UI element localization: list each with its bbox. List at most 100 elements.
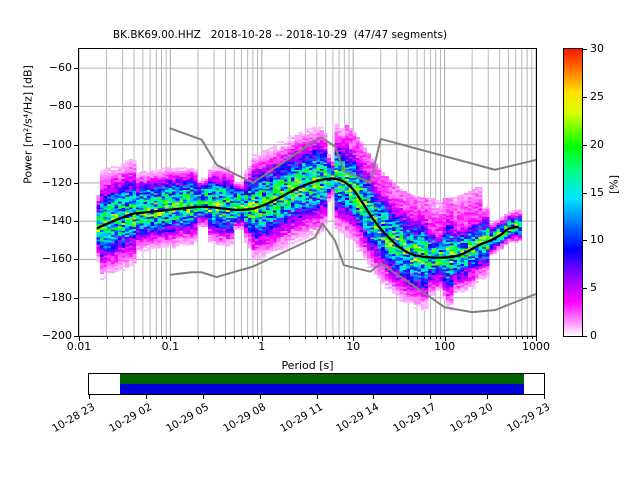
title-line-1: BK.BK69.00.HHZ 2018-10-28 -- 2018-10-29 …	[112, 29, 448, 41]
x-minor-tick-mark	[499, 337, 501, 339]
y-tick-label: −180	[41, 290, 72, 304]
y-tick-mark	[74, 106, 78, 108]
x-minor-tick-mark	[142, 337, 144, 339]
x-tick-label: 1000	[522, 340, 550, 353]
x-minor-tick-mark	[521, 337, 523, 339]
colorbar-tick-mark	[583, 144, 587, 146]
timeline-tick-mark	[430, 395, 432, 399]
x-minor-tick-mark	[150, 337, 152, 339]
y-tick-label: −160	[41, 252, 72, 266]
x-axis-label: Period [s]	[281, 359, 334, 372]
y-tick-mark	[74, 68, 78, 70]
x-minor-tick-mark	[408, 337, 410, 339]
x-minor-tick-mark	[515, 337, 517, 339]
x-minor-tick-mark	[527, 337, 529, 339]
timeline-tick-label: 10-29 05	[163, 401, 211, 436]
x-minor-tick-mark	[289, 337, 291, 339]
y-tick-label: −120	[41, 175, 72, 189]
colorbar	[563, 48, 583, 337]
timeline-tick-label: 10-28 23	[50, 401, 97, 436]
x-tick-label: 1	[258, 340, 266, 353]
colorbar-tick-label: 30	[590, 42, 604, 55]
y-tick-mark	[74, 259, 78, 261]
timeline-tick-mark	[487, 395, 489, 399]
colorbar-tick-label: 20	[590, 137, 604, 151]
mean-psd-curve	[96, 177, 519, 259]
x-tick-mark	[444, 337, 446, 341]
x-minor-tick-mark	[225, 337, 227, 339]
timeline-tick-mark	[259, 395, 261, 399]
colorbar-tick-mark	[583, 192, 587, 194]
timeline-tick-mark	[202, 395, 204, 399]
coverage-timeline[interactable]	[88, 373, 545, 395]
colorbar-tick-mark	[583, 240, 587, 242]
y-tick-mark	[74, 182, 78, 184]
x-minor-tick-mark	[380, 337, 382, 339]
timeline-segment-lower	[119, 384, 524, 394]
x-tick-mark	[261, 337, 263, 341]
x-tick-mark	[79, 337, 80, 341]
y-tick-label: −200	[41, 329, 72, 342]
timeline-coverage-segment	[119, 374, 524, 394]
nhnm-high-noise-model	[169, 127, 536, 184]
colorbar-tick-label: 0	[590, 329, 597, 342]
x-minor-tick-mark	[305, 337, 307, 339]
colorbar-unit-label: [%]	[607, 174, 621, 195]
y-tick-mark	[74, 336, 78, 337]
x-minor-tick-mark	[122, 337, 124, 339]
colorbar-tick-mark	[583, 336, 587, 337]
nlnm-low-noise-model	[169, 222, 536, 314]
x-minor-tick-mark	[214, 337, 215, 339]
y-tick-label: −140	[41, 214, 72, 228]
timeline-tick-label: 10-29 17	[391, 401, 439, 436]
x-tick-mark	[353, 337, 355, 341]
x-minor-tick-mark	[166, 337, 168, 339]
y-tick-mark	[74, 297, 78, 299]
colorbar-tick-label: 25	[590, 89, 604, 103]
x-minor-tick-mark	[435, 337, 437, 339]
timeline-tick-label: 10-29 08	[220, 401, 268, 436]
plot-area[interactable]	[78, 48, 537, 337]
colorbar-tick-label: 15	[590, 185, 604, 199]
colorbar-tick-mark	[583, 49, 587, 50]
x-tick-mark	[536, 337, 537, 341]
x-minor-tick-mark	[234, 337, 236, 339]
x-minor-tick-mark	[339, 337, 341, 339]
y-tick-mark	[74, 144, 78, 146]
timeline-segment-upper	[119, 374, 524, 384]
colorbar-tick-label: 5	[590, 281, 597, 295]
x-minor-tick-mark	[440, 337, 442, 339]
x-minor-tick-mark	[316, 337, 318, 339]
y-tick-label: −100	[41, 137, 72, 151]
x-minor-tick-mark	[134, 337, 136, 339]
x-minor-tick-mark	[417, 337, 419, 339]
x-minor-tick-mark	[508, 337, 510, 339]
x-minor-tick-mark	[247, 337, 249, 339]
x-minor-tick-mark	[349, 337, 351, 339]
x-minor-tick-mark	[106, 337, 108, 339]
x-tick-label: 0.01	[66, 340, 92, 353]
x-minor-tick-mark	[257, 337, 259, 339]
y-tick-mark	[74, 221, 78, 223]
x-minor-tick-mark	[252, 337, 254, 339]
timeline-tick-mark	[145, 395, 147, 399]
x-minor-tick-mark	[332, 337, 334, 339]
x-minor-tick-mark	[430, 337, 432, 339]
timeline-tick-mark	[89, 395, 90, 399]
timeline-tick-label: 10-29 02	[106, 401, 154, 436]
x-tick-label: 10	[346, 340, 361, 353]
x-minor-tick-mark	[156, 337, 158, 339]
y-tick-label: −80	[48, 99, 72, 113]
x-minor-tick-mark	[488, 337, 490, 339]
x-minor-tick-mark	[396, 337, 398, 339]
x-minor-tick-mark	[344, 337, 346, 339]
colorbar-tick-label: 10	[590, 233, 604, 247]
timeline-tick-label: 10-29 20	[448, 401, 496, 436]
x-minor-tick-mark	[472, 337, 474, 339]
x-minor-tick-mark	[241, 337, 243, 339]
timeline-tick-mark	[373, 395, 375, 399]
x-minor-tick-mark	[161, 337, 163, 339]
x-minor-tick-mark	[424, 337, 426, 339]
timeline-tick-mark	[544, 395, 545, 399]
